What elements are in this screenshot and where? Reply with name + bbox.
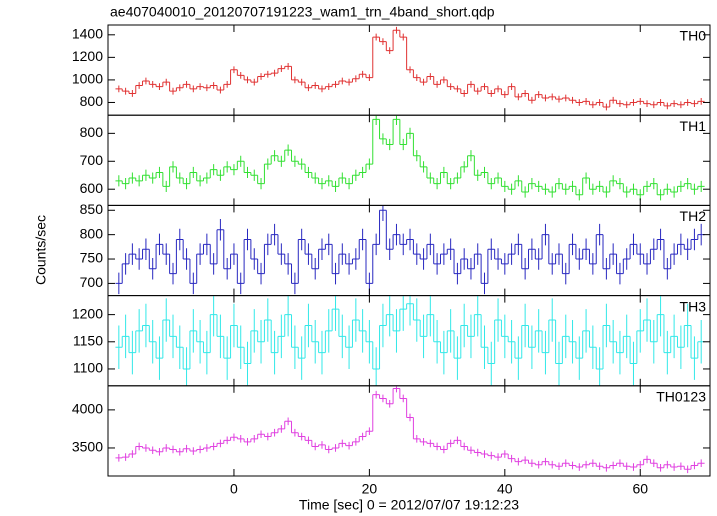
- x-tick-label: 0: [230, 481, 238, 497]
- y-tick-label: 1150: [73, 332, 103, 348]
- y-tick-label: 4000: [72, 401, 103, 417]
- panel-label: TH3: [680, 298, 707, 314]
- y-tick-label: 1400: [72, 26, 103, 42]
- y-tick-label: 600: [80, 180, 104, 196]
- y-tick-label: 1200: [72, 305, 103, 321]
- x-tick-label: 60: [632, 481, 648, 497]
- x-axis-label: Time [sec] 0 = 2012/07/07 19:12:23: [299, 497, 519, 513]
- y-axis-label: Counts/sec: [33, 215, 49, 285]
- panel-label: TH2: [680, 208, 707, 224]
- y-tick-label: 750: [80, 250, 104, 266]
- y-tick-label: 3500: [72, 439, 103, 455]
- panel: [115, 115, 705, 201]
- panel: [115, 295, 705, 386]
- panel: [115, 26, 705, 111]
- panel-label: TH0: [680, 28, 707, 44]
- y-tick-label: 1100: [73, 360, 103, 376]
- y-tick-label: 800: [80, 93, 104, 109]
- panel-frame: [107, 114, 711, 206]
- y-tick-label: 1200: [72, 48, 103, 64]
- panel: [115, 205, 705, 295]
- panel-frame: [107, 385, 711, 477]
- y-tick-label: 700: [80, 274, 104, 290]
- panel-label: TH1: [680, 118, 707, 134]
- x-tick-label: 40: [497, 481, 513, 497]
- panel: [115, 385, 705, 474]
- y-tick-label: 800: [80, 124, 104, 140]
- chart-title: ae407040010_20120707191223_wam1_trn_4ban…: [110, 4, 495, 20]
- x-tick-label: 20: [362, 481, 378, 497]
- panel-label: TH0123: [656, 389, 706, 405]
- y-tick-label: 700: [80, 152, 104, 168]
- y-tick-label: 850: [80, 201, 104, 217]
- y-tick-label: 800: [80, 225, 104, 241]
- y-tick-label: 1000: [72, 71, 103, 87]
